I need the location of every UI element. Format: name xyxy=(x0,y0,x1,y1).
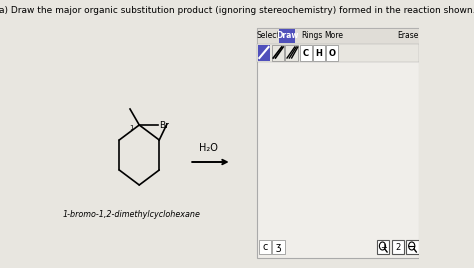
Bar xyxy=(285,45,298,61)
Text: O: O xyxy=(328,49,336,58)
Text: Select: Select xyxy=(257,32,280,40)
Bar xyxy=(326,45,338,61)
Bar xyxy=(258,240,271,254)
Bar xyxy=(272,45,284,61)
Text: +: + xyxy=(380,243,387,251)
Bar xyxy=(392,240,404,254)
Bar xyxy=(377,240,390,254)
Bar xyxy=(279,29,295,43)
Bar xyxy=(258,45,270,61)
Bar xyxy=(313,45,325,61)
Text: Br: Br xyxy=(159,121,169,129)
Text: a) Draw the major organic substitution product (ignoring stereochemistry) formed: a) Draw the major organic substitution p… xyxy=(0,6,474,15)
Text: Erase: Erase xyxy=(397,32,419,40)
Text: ʒ: ʒ xyxy=(276,242,282,252)
Bar xyxy=(257,28,419,44)
Bar xyxy=(300,45,312,61)
Text: H₂O: H₂O xyxy=(199,143,218,153)
Text: More: More xyxy=(325,32,344,40)
Bar xyxy=(257,28,419,258)
Bar xyxy=(406,240,419,254)
Text: 2: 2 xyxy=(395,243,401,251)
Bar xyxy=(273,240,285,254)
Text: 1-bromo-1,2-dimethylcyclohexane: 1-bromo-1,2-dimethylcyclohexane xyxy=(63,210,201,219)
Text: Draw: Draw xyxy=(276,32,298,40)
Text: 1: 1 xyxy=(129,125,134,131)
Text: Rings: Rings xyxy=(302,32,323,40)
Text: c: c xyxy=(262,242,267,252)
Text: H: H xyxy=(316,49,322,58)
Bar xyxy=(257,44,419,62)
Text: C: C xyxy=(303,49,309,58)
